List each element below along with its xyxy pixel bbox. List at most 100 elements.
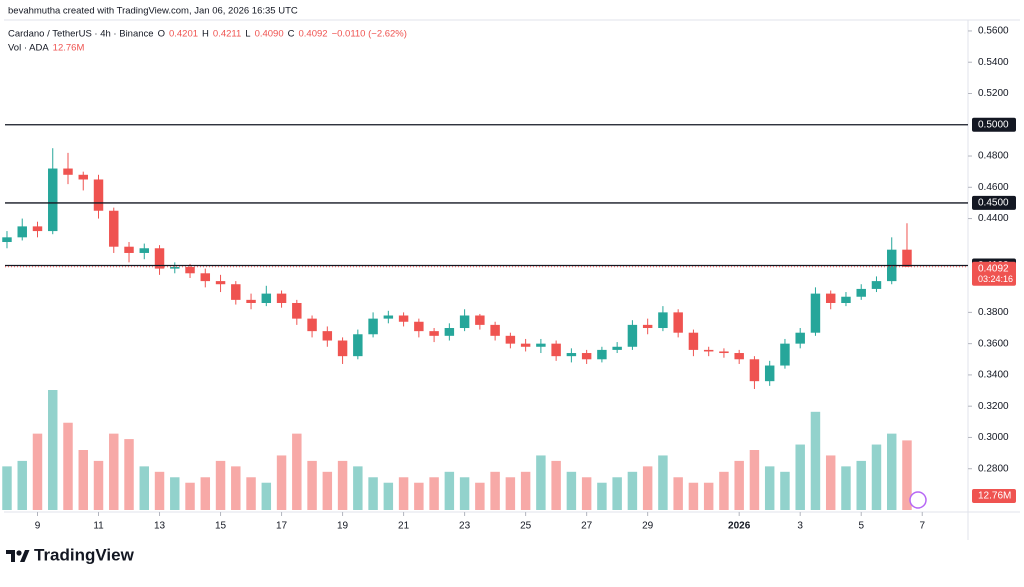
candle-body: [124, 246, 134, 253]
x-tick-label: 15: [215, 521, 227, 532]
candle-body: [490, 324, 500, 336]
candle-body: [78, 174, 88, 180]
candle-body: [825, 293, 836, 303]
candle-body: [551, 343, 561, 357]
candle-body: [17, 226, 27, 238]
volume-bar: [154, 471, 165, 510]
candle-body: [139, 248, 149, 253]
volume-bar: [505, 477, 516, 510]
volume-bar: [368, 477, 378, 510]
x-tick-label: 5: [858, 521, 864, 532]
volume-bar: [597, 482, 607, 510]
volume-bar: [353, 466, 363, 510]
candle-body: [902, 249, 912, 267]
candle-body: [505, 335, 516, 344]
volume-bar: [337, 460, 348, 510]
volume-bar: [78, 450, 88, 510]
volume-bar: [170, 477, 180, 510]
volume-bar: [749, 450, 760, 510]
candle-body: [536, 343, 546, 347]
volume-bar: [32, 433, 43, 510]
candle-body: [185, 267, 195, 274]
candle-body: [276, 293, 287, 303]
y-tick-label: 0.3200: [978, 401, 1009, 412]
x-tick-label: 19: [337, 521, 349, 532]
header-text: 0.4211: [213, 29, 241, 40]
x-tick-label: 25: [520, 521, 532, 532]
volume-bar: [780, 471, 790, 510]
candle-body: [200, 273, 211, 282]
volume-bar: [292, 433, 302, 510]
volume-bar: [825, 455, 836, 510]
volume-bar: [109, 433, 119, 510]
y-tick-label: 0.3600: [978, 338, 1009, 349]
header-text: Vol · ADA: [8, 43, 49, 54]
y-tick-label: 0.4800: [978, 151, 1009, 162]
candle-body: [32, 226, 43, 232]
volume-bar: [124, 439, 134, 510]
volume-bar: [841, 466, 851, 510]
candle-body: [48, 168, 58, 232]
volume-bar: [246, 477, 256, 510]
volume-bar: [764, 466, 775, 510]
volume-bar: [475, 482, 485, 510]
volume-bar: [444, 471, 455, 510]
candle-body: [764, 365, 775, 382]
x-tick-label: 17: [276, 521, 288, 532]
volume-bar: [276, 455, 287, 510]
candle-body: [63, 168, 73, 175]
candle-body: [597, 349, 607, 360]
volume-bar: [200, 477, 211, 510]
candle-body: [170, 267, 180, 269]
volume-bar: [642, 466, 653, 510]
volume-bar: [810, 411, 821, 510]
volume-axis-label: 12.76M: [978, 491, 1011, 502]
candle-body: [414, 321, 424, 332]
candle-body: [337, 340, 348, 357]
volume-header: Vol · ADA 12.76M: [8, 43, 84, 54]
candle-body: [703, 349, 714, 352]
volume-bar: [795, 444, 805, 510]
candle-body: [658, 312, 668, 329]
y-tick-label: 0.3400: [978, 370, 1009, 381]
y-tick-label: 0.5400: [978, 57, 1009, 68]
attribution: bevahmutha created with TradingView.com,…: [8, 6, 298, 17]
volume-bar: [581, 477, 592, 510]
header-text: −0.0110 (−2.62%): [332, 29, 407, 40]
x-tick-label: 21: [398, 521, 410, 532]
candle-body: [749, 359, 760, 382]
candle-body: [353, 334, 363, 357]
candle-body: [627, 324, 638, 347]
header-text: 0.4201: [169, 29, 198, 40]
volume-bar: [231, 466, 241, 510]
header-text: 0.4092: [299, 29, 328, 40]
y-tick-label: 0.4400: [978, 213, 1009, 224]
volume-bar: [383, 482, 394, 510]
volume-bar: [93, 460, 104, 510]
last-price-label: 0.4092: [978, 263, 1009, 274]
volume-bar: [48, 390, 58, 510]
header-text: O: [158, 29, 165, 40]
volume-bar: [307, 460, 317, 510]
volume-bar: [17, 460, 27, 510]
volume-bar: [261, 482, 272, 510]
candle-body: [383, 315, 394, 319]
x-tick-label: 11: [93, 521, 104, 532]
candle-body: [688, 332, 699, 350]
x-tick-label: 13: [154, 521, 166, 532]
x-tick-label: 9: [35, 521, 41, 532]
candle-body: [841, 296, 851, 303]
candle-body: [109, 210, 119, 247]
volume-bar: [566, 471, 577, 510]
volume-bar: [414, 482, 424, 510]
candle-body: [581, 353, 592, 360]
candle-body: [93, 179, 104, 211]
header-text: 12.76M: [53, 43, 85, 54]
volume-bar: [856, 460, 866, 510]
replay-icon: [909, 491, 927, 509]
candle-body: [2, 237, 12, 243]
volume-bar: [459, 477, 470, 510]
volume-bar: [734, 460, 744, 510]
volume-bar: [2, 466, 12, 510]
y-tick-label: 0.2800: [978, 463, 1009, 474]
